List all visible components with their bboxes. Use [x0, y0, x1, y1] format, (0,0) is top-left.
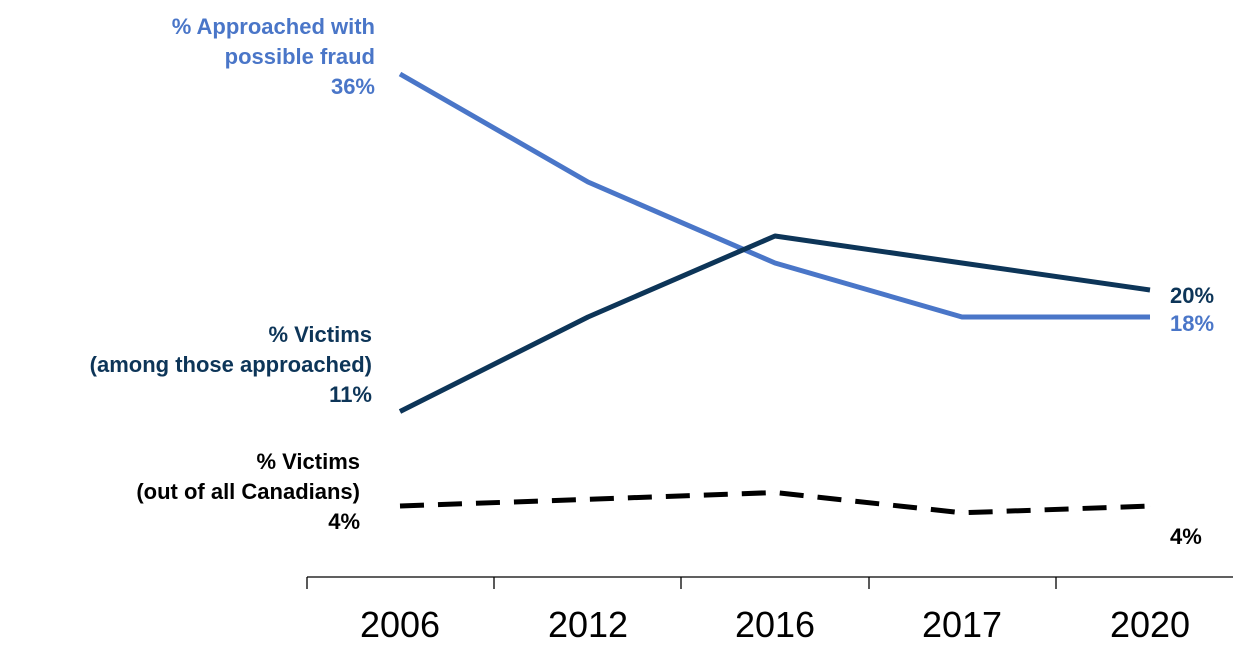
approached-label-line1: % Approached with: [171, 14, 375, 39]
approached-label-line2: possible fraud: [224, 44, 375, 69]
victims-approached-start-value: 11%: [329, 382, 372, 407]
victims-approached-end-value: 20%: [1170, 283, 1215, 308]
victims-all-label-line2: (out of all Canadians): [136, 479, 360, 504]
victims-all-start-value: 4%: [328, 509, 360, 534]
victims-all-series-line: [399, 490, 1151, 516]
x-tick-label-2017: 2017: [922, 604, 1002, 645]
victims-all-series-label: % Victims (out of all Canadians) 4%: [0, 447, 360, 537]
approached-start-value: 36%: [330, 74, 375, 99]
victims-approached-series-label: % Victims (among those approached) 11%: [0, 320, 372, 410]
approached-end-value: 18%: [1170, 311, 1215, 336]
x-tick-label-2016: 2016: [735, 604, 815, 645]
x-tick-label-2006: 2006: [360, 604, 440, 645]
x-tick-label-2020: 2020: [1110, 604, 1190, 645]
x-tick-labels: 2006 2012 2016 2017 2020: [360, 604, 1190, 645]
victims-approached-label-line1: % Victims: [268, 322, 372, 347]
victims-all-end-value: 4%: [1170, 524, 1202, 549]
approached-series-label: % Approached with possible fraud 36%: [60, 12, 375, 102]
victims-approached-label-line2: (among those approached): [89, 352, 372, 377]
victims-all-label-line1: % Victims: [256, 449, 360, 474]
approached-series-line: [398, 71, 1150, 320]
x-axis: [306, 576, 1233, 589]
series-layer: [398, 71, 1151, 516]
x-tick-label-2012: 2012: [548, 604, 628, 645]
